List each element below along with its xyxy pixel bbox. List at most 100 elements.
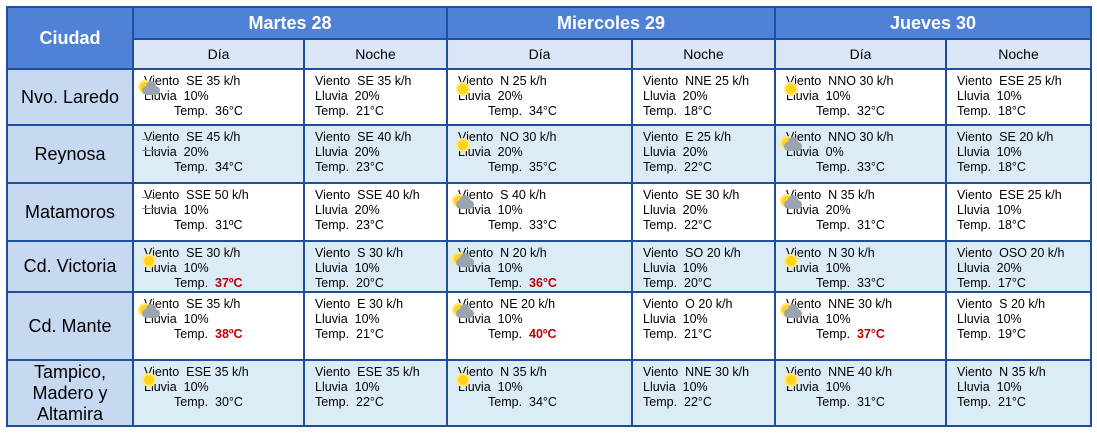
rain-line: Lluvia 10% xyxy=(957,312,1090,327)
rain-line: Lluvia 10% xyxy=(643,261,774,276)
wind-line-value: SE 35 k/h xyxy=(357,74,412,88)
forecast-cell: Viento N 25 k/h Lluvia 20% Temp. 34°C xyxy=(446,68,633,126)
wind-line: Viento NNO 30 k/h xyxy=(786,74,945,89)
temp-line-label: Temp. xyxy=(174,276,209,290)
temp-line: Temp. 33°C xyxy=(786,276,945,291)
wind-line: Viento SE 30 k/h xyxy=(144,246,303,261)
temp-line-label: Temp. xyxy=(816,104,851,118)
temp-line-value: 36°C xyxy=(529,276,557,290)
temp-line-value: 33°C xyxy=(857,276,885,290)
wind-line-label: Viento xyxy=(144,246,180,260)
temp-line-label: Temp. xyxy=(174,104,209,118)
forecast-cell: Viento ESE 25 k/h Lluvia 10% Temp. 18°C xyxy=(944,182,1093,242)
temp-line-label: Temp. xyxy=(315,276,350,290)
rain-line-label: Lluvia xyxy=(957,380,990,394)
temp-line-value: 23°C xyxy=(356,218,384,232)
rain-line-value: 10% xyxy=(996,89,1022,103)
temp-line-value: 34°C xyxy=(529,395,557,409)
forecast-cell: Viento N 20 k/h Lluvia 10% Temp. 36°C xyxy=(446,240,633,293)
rain-line-value: 10% xyxy=(183,380,209,394)
wind-line: Viento SE 30 k/h xyxy=(643,188,774,203)
temp-line-value: 18°C xyxy=(998,218,1026,232)
temp-line-value: 18°C xyxy=(684,104,712,118)
temp-line-label: Temp. xyxy=(488,160,523,174)
wind-line-value: N 35 k/h xyxy=(828,188,875,202)
temp-line: Temp. 34°C xyxy=(458,104,631,119)
wind-line-value: SSE 40 k/h xyxy=(357,188,420,202)
rain-line: Lluvia 20% xyxy=(643,203,774,218)
temp-line: Temp. 23°C xyxy=(315,218,446,233)
temp-line: Temp. 22°C xyxy=(643,160,774,175)
temp-line: Temp. 31ºC xyxy=(144,218,303,233)
temp-line: Temp. 20°C xyxy=(315,276,446,291)
temp-line-value: 20°C xyxy=(356,276,384,290)
temp-line: Temp. 33°C xyxy=(786,160,945,175)
rain-line-value: 20% xyxy=(682,89,708,103)
temp-line: Temp. 21°C xyxy=(643,327,774,342)
temp-line-value: 20°C xyxy=(684,276,712,290)
temp-line: Temp. 18°C xyxy=(643,104,774,119)
wind-line: Viento SSE 40 k/h xyxy=(315,188,446,203)
temp-line-label: Temp. xyxy=(174,160,209,174)
wind-line: Viento N 35 k/h xyxy=(957,365,1090,380)
rain-line: Lluvia 20% xyxy=(458,145,631,160)
wind-line: Viento N 20 k/h xyxy=(458,246,631,261)
wind-line-value: NNO 30 k/h xyxy=(828,130,894,144)
rain-line-label: Lluvia xyxy=(643,145,676,159)
forecast-cell: Viento SE 40 k/h Lluvia 20% Temp. 23°C xyxy=(303,124,448,184)
wind-line-label: Viento xyxy=(315,365,351,379)
rain-line-label: Lluvia xyxy=(957,145,990,159)
temp-line: Temp. 31°C xyxy=(786,395,945,410)
rain-line: Lluvia 20% xyxy=(144,145,303,160)
wind-line-value: NNO 30 k/h xyxy=(828,74,894,88)
rain-line: Lluvia 20% xyxy=(315,203,446,218)
wind-line: Viento ESE 35 k/h xyxy=(144,365,303,380)
wind-line-value: NNE 30 k/h xyxy=(828,297,893,311)
rain-line-value: 20% xyxy=(183,145,209,159)
wind-line: Viento E 30 k/h xyxy=(315,297,446,312)
rain-line-value: 20% xyxy=(497,145,523,159)
forecast-cell: Viento S 40 k/h Lluvia 10% Temp. 33°C xyxy=(446,182,633,242)
wind-line-value: N 25 k/h xyxy=(500,74,547,88)
temp-line-label: Temp. xyxy=(643,104,678,118)
temp-line-value: 33°C xyxy=(529,218,557,232)
forecast-cell: Viento E 25 k/h Lluvia 20% Temp. 22°C xyxy=(631,124,776,184)
wind-line-label: Viento xyxy=(957,130,993,144)
forecast-cell: Viento S 30 k/h Lluvia 10% Temp. 20°C xyxy=(303,240,448,293)
period-header: Noche xyxy=(631,38,776,70)
temp-line-value: 19°C xyxy=(998,327,1026,341)
wind-line: Viento SE 45 k/h xyxy=(144,130,303,145)
forecast-cell: Viento SSE 50 k/h Lluvia 10% Temp. 31ºC xyxy=(132,182,305,242)
temp-line-label: Temp. xyxy=(957,395,992,409)
wind-line: Viento N 35 k/h xyxy=(458,365,631,380)
temp-line-label: Temp. xyxy=(315,160,350,174)
temp-line-label: Temp. xyxy=(315,327,350,341)
forecast-cell: Viento SO 20 k/h Lluvia 10% Temp. 20°C xyxy=(631,240,776,293)
temp-line-value: 21°C xyxy=(998,395,1026,409)
temp-line: Temp. 21°C xyxy=(957,395,1090,410)
wind-line-label: Viento xyxy=(957,297,993,311)
temp-line-label: Temp. xyxy=(643,218,678,232)
wind-line-value: SO 20 k/h xyxy=(685,246,741,260)
rain-line-label: Lluvia xyxy=(643,261,676,275)
rain-line: Lluvia 10% xyxy=(643,380,774,395)
sun-icon xyxy=(452,80,474,98)
wind-line-value: N 30 k/h xyxy=(828,246,875,260)
wind-line-value: SE 35 k/h xyxy=(186,297,241,311)
rain-line-label: Lluvia xyxy=(144,145,177,159)
rain-line: Lluvia 10% xyxy=(315,261,446,276)
temp-line-label: Temp. xyxy=(816,218,851,232)
city-row: Cd. Victoria Viento SE 30 k/h Lluvia 10% Te… xyxy=(6,240,1093,293)
partly-cloudy-icon xyxy=(780,194,802,212)
wind-line-value: NNE 30 k/h xyxy=(685,365,750,379)
temp-line: Temp. 21°C xyxy=(315,327,446,342)
rain-line: Lluvia 10% xyxy=(786,312,945,327)
wind-line: Viento S 40 k/h xyxy=(458,188,631,203)
temp-line-value: 36°C xyxy=(215,104,243,118)
wind-line-value: ESE 25 k/h xyxy=(999,188,1062,202)
temp-line-value: 23°C xyxy=(356,160,384,174)
wind-line-value: SE 45 k/h xyxy=(186,130,241,144)
wind-line: Viento NO 30 k/h xyxy=(458,130,631,145)
wind-line: Viento NNE 30 k/h xyxy=(643,365,774,380)
temp-line: Temp. 32°C xyxy=(786,104,945,119)
